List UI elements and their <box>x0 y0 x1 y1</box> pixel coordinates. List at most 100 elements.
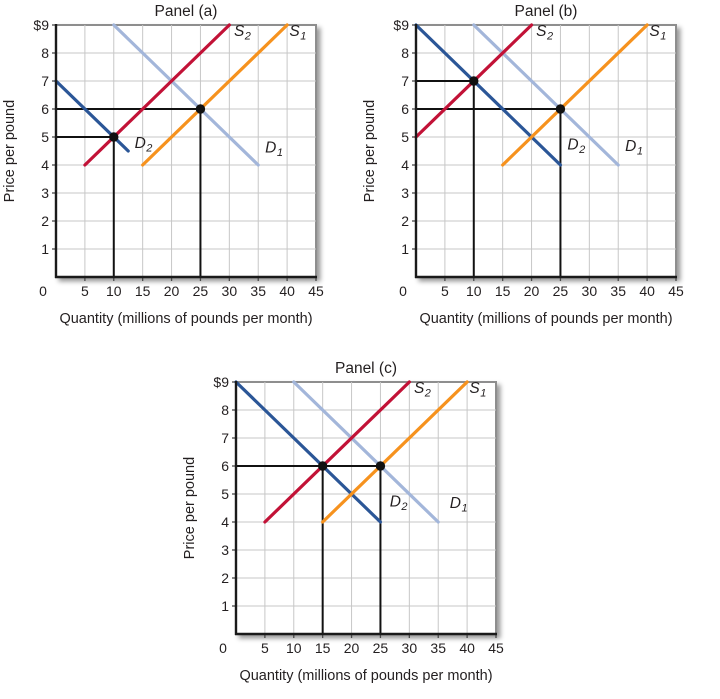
series-line-D2 <box>414 23 563 167</box>
x-tick-label: 0 <box>219 640 227 656</box>
y-tick-label: 6 <box>221 458 229 474</box>
y-tick-label: $9 <box>213 374 229 390</box>
panel-title: Panel (a) <box>155 3 218 20</box>
x-tick-label: 15 <box>495 283 511 299</box>
x-tick-label: 20 <box>344 640 360 656</box>
equilibrium-point <box>555 104 566 114</box>
x-tick-label: 20 <box>164 283 180 299</box>
y-tick-label: 1 <box>221 598 229 614</box>
series-label-D1: D1 <box>450 495 468 515</box>
series-line-D2 <box>234 380 383 524</box>
y-tick-label: 5 <box>401 129 409 145</box>
x-tick-label: 35 <box>250 283 266 299</box>
x-axis-label: Quantity (millions of pounds per month) <box>419 311 672 327</box>
y-tick-label: 3 <box>221 542 229 558</box>
y-tick-label: 4 <box>221 514 229 530</box>
y-tick-label: 2 <box>221 570 229 586</box>
x-tick-label: 45 <box>488 640 504 656</box>
y-tick-label: 7 <box>41 73 49 89</box>
x-tick-label: 25 <box>193 283 209 299</box>
y-tick-label: 6 <box>41 101 49 117</box>
series-line-S1 <box>141 23 289 167</box>
x-tick-label: 30 <box>222 283 238 299</box>
x-tick-label: 5 <box>261 640 269 656</box>
x-tick-label: 35 <box>430 640 446 656</box>
y-axis-label: Price per pound <box>362 100 378 202</box>
series-label-D2: D2 <box>390 494 408 513</box>
y-axis-label: Price per pound <box>182 457 198 559</box>
series-label-D1: D1 <box>625 138 643 158</box>
series-line-S1 <box>501 23 649 167</box>
y-axis-label: Price per pound <box>2 100 18 202</box>
panel-a: D1 D2 S2 S1 Panel (a) 0 5 10 15 20 25 30 35 40 45 1 2 3 4 5… <box>0 0 360 357</box>
y-tick-label: 8 <box>41 45 49 61</box>
y-tick-label: 1 <box>41 241 49 257</box>
bottom-row: D1 D2 S2 S1 Panel (c) 0 5 10 15 20 25 30 35 40 45 1 2 3 4 5… <box>0 357 720 699</box>
x-tick-label: 0 <box>39 283 47 299</box>
series-label-S2: S2 <box>414 380 431 400</box>
series-line-D1 <box>472 23 620 167</box>
y-tick-label: $9 <box>393 17 409 33</box>
equilibrium-point <box>195 104 206 114</box>
y-tick-label: 3 <box>41 185 49 201</box>
y-tick-label: 2 <box>41 213 49 229</box>
x-tick-label: 20 <box>524 283 540 299</box>
series-line-S2 <box>263 380 411 524</box>
x-tick-label: 40 <box>639 283 655 299</box>
series-line-S1 <box>321 380 469 524</box>
series-label-S1: S1 <box>289 23 306 43</box>
panel-title: Panel (b) <box>515 3 578 20</box>
x-tick-label: 25 <box>553 283 569 299</box>
x-tick-label: 15 <box>315 640 331 656</box>
top-row: D1 D2 S2 S1 Panel (a) 0 5 10 15 20 25 30 35 40 45 1 2 3 4 5… <box>0 0 720 357</box>
series-label-D2: D2 <box>567 137 585 157</box>
y-tick-label: 4 <box>401 157 409 173</box>
x-axis-label: Quantity (millions of pounds per month) <box>239 668 492 684</box>
equilibrium-point <box>109 132 119 142</box>
y-tick-label: 2 <box>401 213 409 229</box>
y-tick-label: 5 <box>41 129 49 145</box>
series-label-S1: S1 <box>469 380 486 400</box>
x-tick-label: 0 <box>399 283 407 299</box>
x-tick-label: 10 <box>106 283 122 299</box>
panel-b: D1 D2 S2 S1 Panel (b) 0 5 10 15 20 25 30 35 40 45 1 2 3 4 5… <box>360 0 720 357</box>
equilibrium-point <box>317 461 328 471</box>
series-label-D1: D1 <box>265 139 283 159</box>
panel-title: Panel (c) <box>335 360 397 377</box>
series-label-D2: D2 <box>135 135 153 155</box>
x-tick-label: 45 <box>308 283 324 299</box>
x-tick-label: 40 <box>459 640 475 656</box>
y-tick-label: 3 <box>401 185 409 201</box>
y-tick-label: 8 <box>401 45 409 61</box>
x-tick-label: 45 <box>668 283 684 299</box>
series-line-S2 <box>83 23 231 167</box>
x-tick-label: 15 <box>135 283 151 299</box>
series-label-S1: S1 <box>649 23 666 43</box>
x-tick-label: 5 <box>81 283 89 299</box>
x-tick-label: 30 <box>582 283 598 299</box>
series-line-D1 <box>112 23 260 167</box>
x-tick-label: 25 <box>373 640 389 656</box>
x-tick-label: 5 <box>441 283 449 299</box>
y-tick-label: 6 <box>401 101 409 117</box>
series-label-S2: S2 <box>234 23 251 43</box>
series-label-S2: S2 <box>536 23 553 43</box>
series-line-D1 <box>292 380 440 524</box>
equilibrium-point <box>469 76 479 86</box>
y-tick-label: $9 <box>33 17 49 33</box>
x-tick-label: 10 <box>466 283 482 299</box>
x-axis-label: Quantity (millions of pounds per month) <box>59 311 312 327</box>
x-tick-label: 30 <box>402 640 418 656</box>
y-tick-label: 4 <box>41 157 49 173</box>
y-tick-label: 1 <box>401 241 409 257</box>
y-tick-label: 5 <box>221 486 229 502</box>
x-tick-label: 10 <box>286 640 302 656</box>
y-tick-label: 7 <box>221 430 229 446</box>
y-tick-label: 8 <box>221 402 229 418</box>
x-tick-label: 35 <box>610 283 626 299</box>
equilibrium-point <box>375 461 386 471</box>
